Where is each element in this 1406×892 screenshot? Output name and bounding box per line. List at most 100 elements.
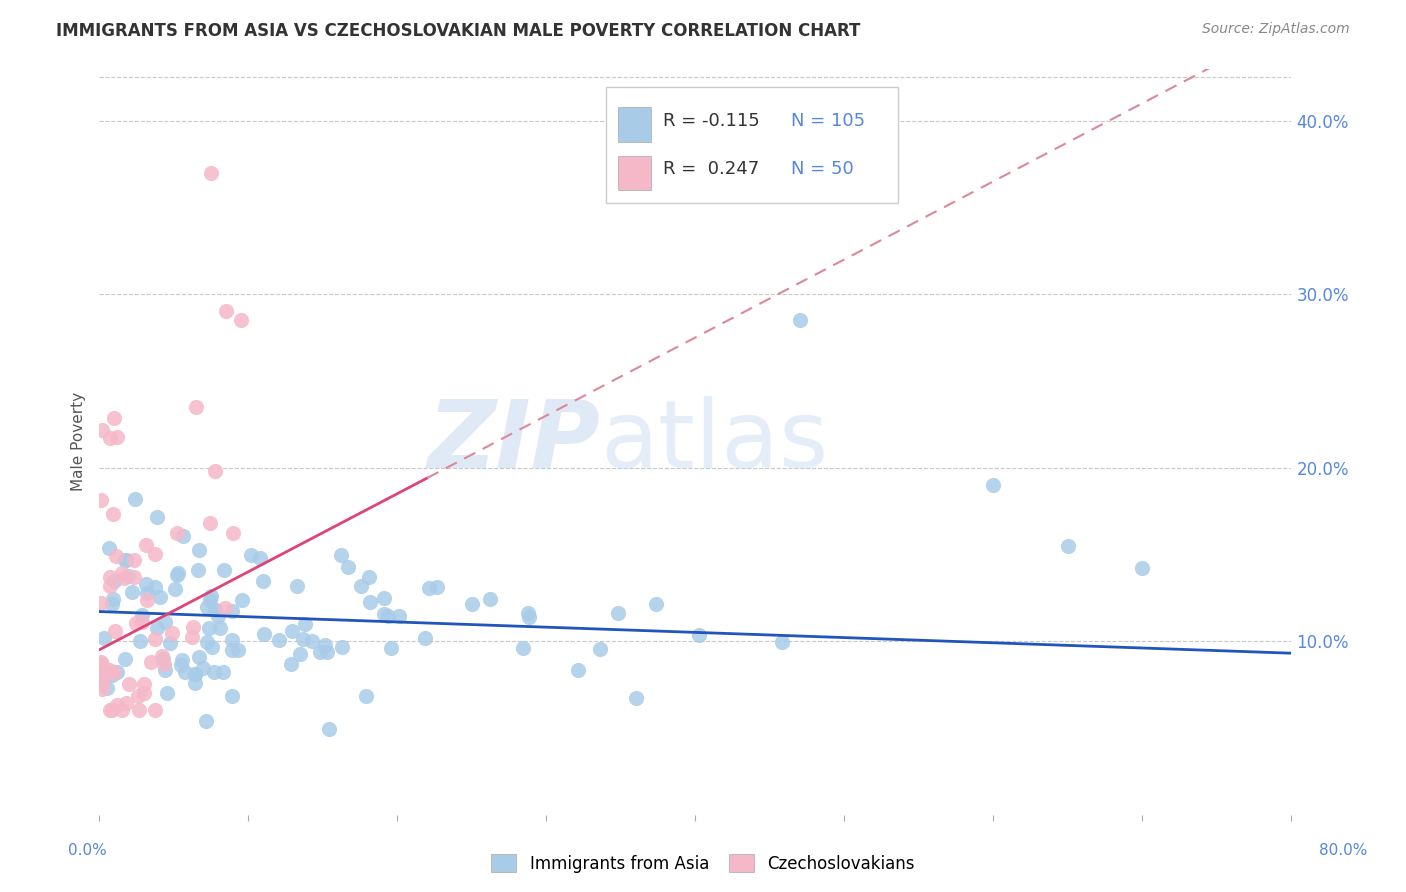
Point bbox=[90, 657, 112, 672]
Point bbox=[100, 703, 122, 717]
Point bbox=[184, 675, 207, 690]
Point bbox=[101, 667, 124, 681]
Point bbox=[118, 677, 141, 691]
Point bbox=[124, 570, 146, 584]
Point bbox=[132, 686, 155, 700]
Point bbox=[280, 657, 302, 671]
Point bbox=[112, 571, 135, 585]
Point bbox=[121, 585, 143, 599]
Point bbox=[166, 568, 188, 582]
Point bbox=[567, 663, 589, 677]
Point bbox=[156, 686, 179, 700]
Point bbox=[280, 624, 302, 639]
Text: R = -0.115: R = -0.115 bbox=[664, 112, 761, 129]
Point bbox=[155, 615, 177, 629]
Point bbox=[204, 603, 226, 617]
Point bbox=[330, 640, 353, 654]
Point bbox=[413, 632, 436, 646]
Point bbox=[91, 423, 114, 437]
Point bbox=[114, 553, 136, 567]
Point bbox=[1132, 561, 1154, 575]
Point bbox=[269, 633, 291, 648]
Y-axis label: Male Poverty: Male Poverty bbox=[72, 392, 86, 491]
Point bbox=[214, 600, 236, 615]
Point bbox=[314, 638, 336, 652]
Point bbox=[315, 644, 337, 658]
Point bbox=[131, 615, 153, 630]
Point bbox=[111, 703, 134, 717]
Point bbox=[195, 599, 218, 614]
Point bbox=[170, 657, 193, 672]
Point bbox=[350, 579, 373, 593]
Point bbox=[229, 313, 252, 327]
Point bbox=[201, 640, 224, 654]
Point bbox=[127, 689, 149, 703]
Point bbox=[194, 714, 217, 729]
Point bbox=[187, 650, 209, 665]
Point bbox=[135, 577, 157, 591]
Point bbox=[114, 553, 136, 567]
Point bbox=[478, 592, 501, 607]
Point bbox=[186, 400, 208, 414]
Point bbox=[163, 582, 186, 596]
Point bbox=[167, 566, 190, 580]
Point bbox=[200, 166, 222, 180]
Point bbox=[373, 607, 395, 621]
Point bbox=[98, 579, 121, 593]
Point bbox=[135, 538, 157, 552]
Point bbox=[221, 604, 243, 618]
Text: R =  0.247: R = 0.247 bbox=[664, 161, 759, 178]
Point bbox=[354, 689, 377, 703]
Point bbox=[101, 507, 124, 521]
Point bbox=[517, 606, 540, 620]
Point bbox=[252, 626, 274, 640]
Point bbox=[204, 464, 226, 478]
Point bbox=[221, 632, 243, 647]
Point bbox=[252, 574, 274, 588]
Point bbox=[240, 549, 263, 563]
Point bbox=[93, 632, 115, 646]
Point bbox=[207, 608, 229, 623]
Point bbox=[129, 634, 152, 648]
Point bbox=[204, 603, 226, 617]
Point bbox=[290, 647, 312, 661]
Point bbox=[285, 579, 308, 593]
Point bbox=[90, 655, 112, 669]
Point bbox=[294, 616, 316, 631]
Point bbox=[198, 592, 221, 607]
Point bbox=[301, 633, 323, 648]
Point bbox=[181, 630, 204, 644]
Point bbox=[146, 621, 169, 635]
Point bbox=[172, 653, 194, 667]
Point bbox=[426, 580, 449, 594]
Point bbox=[149, 590, 172, 604]
Text: N = 50: N = 50 bbox=[790, 161, 853, 178]
Point bbox=[105, 430, 128, 444]
Point bbox=[418, 581, 440, 595]
Point bbox=[226, 643, 249, 657]
Point bbox=[688, 628, 710, 642]
FancyBboxPatch shape bbox=[619, 156, 651, 190]
Point bbox=[128, 703, 150, 717]
Point bbox=[188, 542, 211, 557]
FancyBboxPatch shape bbox=[606, 87, 898, 202]
Point bbox=[318, 722, 340, 736]
Point bbox=[198, 622, 221, 636]
Point bbox=[789, 313, 811, 327]
Point bbox=[159, 636, 181, 650]
Point bbox=[111, 566, 134, 580]
Point bbox=[104, 624, 127, 639]
Point bbox=[512, 640, 534, 655]
Point bbox=[117, 569, 139, 583]
Text: ZIP: ZIP bbox=[427, 395, 600, 488]
Point bbox=[607, 606, 630, 620]
Point bbox=[91, 673, 114, 688]
Text: 0.0%: 0.0% bbox=[67, 843, 107, 858]
Point bbox=[146, 510, 169, 524]
Point bbox=[104, 549, 127, 564]
Point bbox=[291, 632, 314, 646]
Point bbox=[160, 626, 183, 640]
Point bbox=[209, 621, 232, 635]
Point bbox=[221, 689, 243, 703]
Point bbox=[231, 593, 253, 607]
